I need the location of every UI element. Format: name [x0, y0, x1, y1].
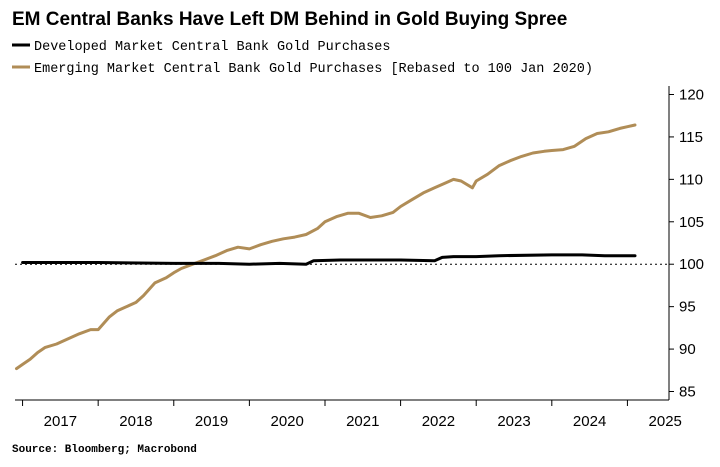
y-tick-label: 100 [679, 256, 704, 273]
legend-label-emerging: Emerging Market Central Bank Gold Purcha… [34, 62, 593, 77]
x-tick-label: 2019 [195, 413, 228, 430]
series-line-developed [21, 253, 637, 266]
series-line-emerging [15, 123, 637, 371]
series-layer [15, 123, 669, 371]
x-tick-label: 2020 [270, 413, 303, 430]
x-tick-label: 2024 [573, 413, 606, 430]
y-tick-label: 85 [679, 384, 696, 401]
y-tick-label: 115 [679, 129, 703, 146]
y-tick-label: 105 [679, 214, 704, 231]
chart-legend: Developed Market Central Bank Gold Purch… [12, 40, 593, 77]
y-tick-label: 95 [679, 299, 696, 316]
y-axis: 85 90 95 100 105 110 115 120 [668, 86, 704, 401]
legend-label-developed: Developed Market Central Bank Gold Purch… [34, 40, 390, 55]
y-tick-label: 120 [679, 86, 704, 103]
y-tick-label: 110 [679, 171, 703, 188]
chart-title: EM Central Banks Have Left DM Behind in … [12, 9, 567, 30]
x-tick-label: 2018 [119, 413, 152, 430]
x-tick-label: 2022 [422, 413, 455, 430]
x-axis: 2017 2018 2019 2020 2021 2022 2023 2024 2025 [15, 399, 682, 430]
x-tick-label: 2017 [44, 413, 77, 430]
x-tick-label: 2023 [497, 413, 530, 430]
y-tick-label: 90 [679, 341, 696, 358]
x-tick-label: 2025 [649, 413, 682, 430]
chart-source: Source: Bloomberg; Macrobond [12, 444, 197, 456]
x-tick-label: 2021 [346, 413, 379, 430]
